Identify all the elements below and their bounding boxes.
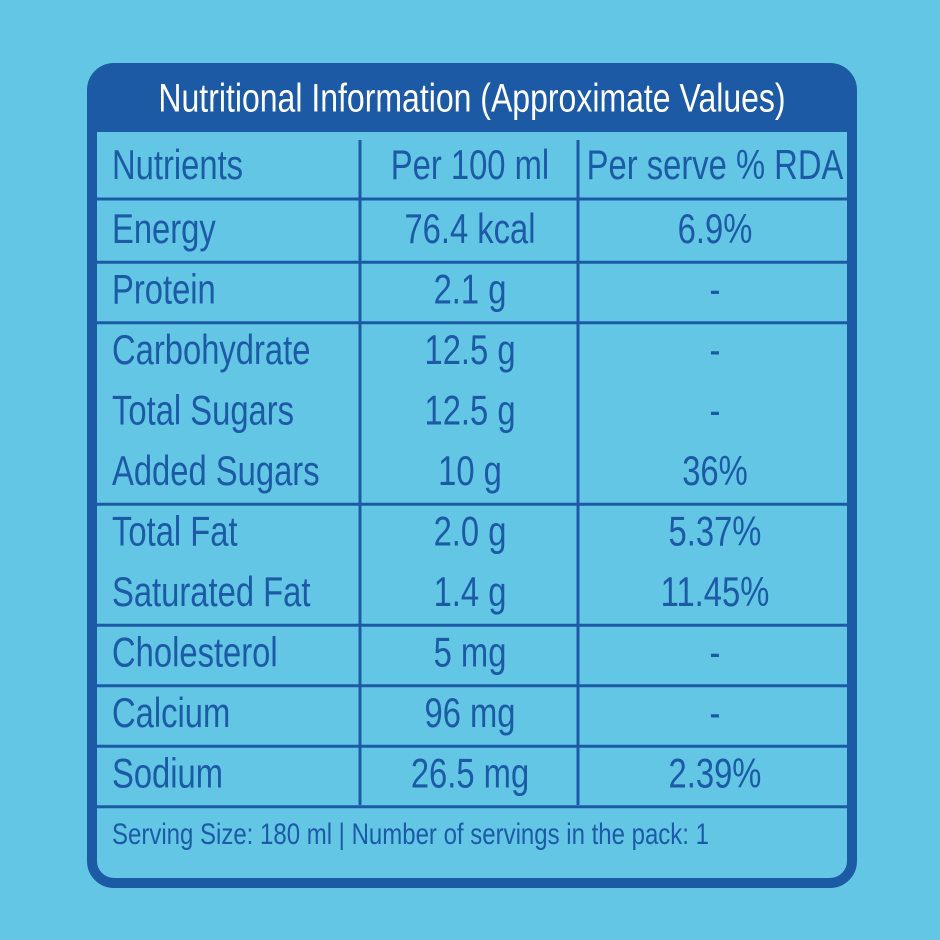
table-cell: 12.5 g: [424, 326, 515, 373]
table-cell: 5 mg: [434, 629, 507, 676]
title-band: [92, 68, 852, 132]
table-cell: Saturated Fat: [112, 568, 311, 615]
table-cell: Cholesterol: [112, 629, 278, 676]
header-cell: Per 100 ml: [391, 141, 549, 188]
table-cell: 26.5 mg: [411, 750, 529, 797]
table-cell: Added Sugars: [112, 447, 320, 494]
table-cell: Calcium: [112, 689, 230, 736]
table-cell: -: [710, 629, 721, 676]
table-cell: 11.45%: [661, 568, 770, 615]
table-cell: 2.0 g: [434, 508, 507, 555]
table-cell: 2.39%: [669, 750, 762, 797]
table-cell: -: [710, 689, 721, 736]
table-cell: 96 mg: [424, 689, 515, 736]
footer: Serving Size: 180 ml | Number of serving…: [112, 816, 709, 850]
table-cell: 6.9%: [678, 205, 753, 252]
table-cell: 10 g: [438, 447, 502, 494]
table-cell: 76.4 kcal: [404, 205, 535, 252]
table-cell: Total Fat: [112, 508, 238, 555]
table-cell: 12.5 g: [424, 387, 515, 434]
table-cell: Total Sugars: [112, 387, 294, 434]
table-cell: Energy: [112, 205, 216, 252]
table-cell: Protein: [112, 266, 216, 313]
table-cell: 5.37%: [669, 508, 762, 555]
header-cell: Per serve % RDA: [587, 141, 844, 188]
table-cell: Carbohydrate: [112, 326, 310, 373]
table-cell: 2.1 g: [434, 266, 507, 313]
table-cell: Sodium: [112, 750, 223, 797]
title: Nutritional Information (Approximate Val…: [158, 75, 785, 120]
table-cell: -: [710, 387, 721, 434]
header-cell: Nutrients: [112, 141, 243, 188]
table-cell: 36%: [682, 447, 748, 494]
table-cell: 1.4 g: [434, 568, 507, 615]
table-cell: -: [710, 326, 721, 373]
table-cell: -: [710, 266, 721, 313]
